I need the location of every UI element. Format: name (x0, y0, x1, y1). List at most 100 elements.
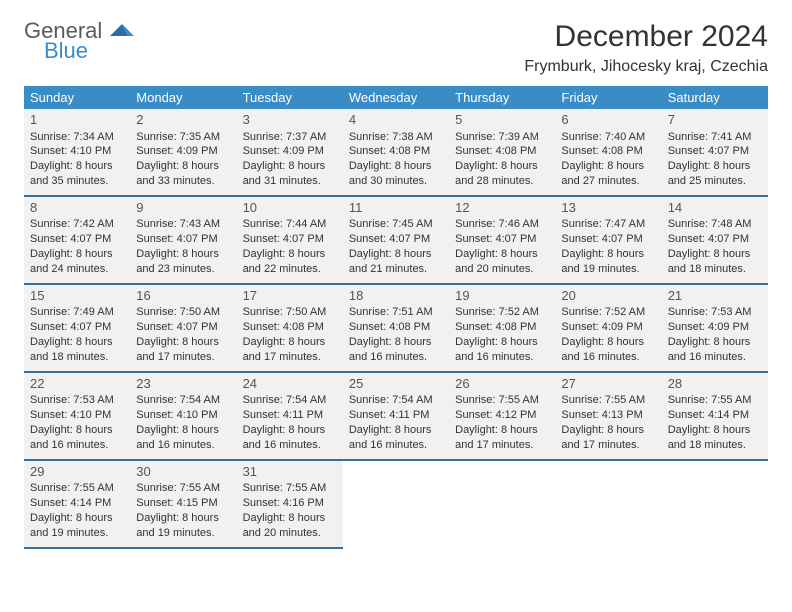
sunset-text: Sunset: 4:10 PM (30, 144, 124, 159)
sunrise-text: Sunrise: 7:55 AM (243, 481, 337, 496)
sunset-text: Sunset: 4:08 PM (561, 144, 655, 159)
sunrise-text: Sunrise: 7:52 AM (561, 305, 655, 320)
day-cell: 23Sunrise: 7:54 AMSunset: 4:10 PMDayligh… (130, 372, 236, 460)
sunset-text: Sunset: 4:07 PM (30, 320, 124, 335)
sunrise-text: Sunrise: 7:55 AM (668, 393, 762, 408)
day-number: 28 (668, 375, 762, 393)
day-cell: 27Sunrise: 7:55 AMSunset: 4:13 PMDayligh… (555, 372, 661, 460)
empty-cell (343, 460, 449, 548)
daylight-text: Daylight: 8 hours and 16 minutes. (136, 423, 230, 453)
sunset-text: Sunset: 4:07 PM (668, 144, 762, 159)
day-cell: 24Sunrise: 7:54 AMSunset: 4:11 PMDayligh… (237, 372, 343, 460)
sunset-text: Sunset: 4:10 PM (136, 408, 230, 423)
daylight-text: Daylight: 8 hours and 22 minutes. (243, 247, 337, 277)
location-text: Frymburk, Jihocesky kraj, Czechia (524, 58, 768, 76)
daylight-text: Daylight: 8 hours and 18 minutes. (30, 335, 124, 365)
weekday-header: Saturday (662, 86, 768, 109)
daylight-text: Daylight: 8 hours and 21 minutes. (349, 247, 443, 277)
calendar-table: SundayMondayTuesdayWednesdayThursdayFrid… (24, 86, 768, 549)
daylight-text: Daylight: 8 hours and 27 minutes. (561, 159, 655, 189)
daylight-text: Daylight: 8 hours and 16 minutes. (561, 335, 655, 365)
sunrise-text: Sunrise: 7:53 AM (30, 393, 124, 408)
sunset-text: Sunset: 4:08 PM (349, 320, 443, 335)
sunrise-text: Sunrise: 7:53 AM (668, 305, 762, 320)
day-cell: 16Sunrise: 7:50 AMSunset: 4:07 PMDayligh… (130, 284, 236, 372)
sunrise-text: Sunrise: 7:52 AM (455, 305, 549, 320)
day-cell: 6Sunrise: 7:40 AMSunset: 4:08 PMDaylight… (555, 109, 661, 196)
day-cell: 10Sunrise: 7:44 AMSunset: 4:07 PMDayligh… (237, 196, 343, 284)
daylight-text: Daylight: 8 hours and 17 minutes. (243, 335, 337, 365)
day-number: 14 (668, 199, 762, 217)
title-block: December 2024 Frymburk, Jihocesky kraj, … (524, 20, 768, 76)
sunrise-text: Sunrise: 7:45 AM (349, 217, 443, 232)
day-number: 12 (455, 199, 549, 217)
day-number: 5 (455, 111, 549, 129)
sunset-text: Sunset: 4:09 PM (243, 144, 337, 159)
day-number: 23 (136, 375, 230, 393)
day-cell: 28Sunrise: 7:55 AMSunset: 4:14 PMDayligh… (662, 372, 768, 460)
day-number: 30 (136, 463, 230, 481)
daylight-text: Daylight: 8 hours and 17 minutes. (455, 423, 549, 453)
day-cell: 22Sunrise: 7:53 AMSunset: 4:10 PMDayligh… (24, 372, 130, 460)
day-number: 18 (349, 287, 443, 305)
sunset-text: Sunset: 4:13 PM (561, 408, 655, 423)
sunrise-text: Sunrise: 7:38 AM (349, 130, 443, 145)
day-cell: 31Sunrise: 7:55 AMSunset: 4:16 PMDayligh… (237, 460, 343, 548)
day-number: 15 (30, 287, 124, 305)
daylight-text: Daylight: 8 hours and 17 minutes. (136, 335, 230, 365)
weekday-header: Tuesday (237, 86, 343, 109)
weekday-header: Friday (555, 86, 661, 109)
sunset-text: Sunset: 4:14 PM (668, 408, 762, 423)
sunrise-text: Sunrise: 7:39 AM (455, 130, 549, 145)
sunset-text: Sunset: 4:15 PM (136, 496, 230, 511)
day-cell: 13Sunrise: 7:47 AMSunset: 4:07 PMDayligh… (555, 196, 661, 284)
sunrise-text: Sunrise: 7:43 AM (136, 217, 230, 232)
day-cell: 11Sunrise: 7:45 AMSunset: 4:07 PMDayligh… (343, 196, 449, 284)
daylight-text: Daylight: 8 hours and 23 minutes. (136, 247, 230, 277)
daylight-text: Daylight: 8 hours and 16 minutes. (243, 423, 337, 453)
daylight-text: Daylight: 8 hours and 19 minutes. (30, 511, 124, 541)
calendar-row: 8Sunrise: 7:42 AMSunset: 4:07 PMDaylight… (24, 196, 768, 284)
sunrise-text: Sunrise: 7:54 AM (243, 393, 337, 408)
sunrise-text: Sunrise: 7:50 AM (136, 305, 230, 320)
sunrise-text: Sunrise: 7:47 AM (561, 217, 655, 232)
sunset-text: Sunset: 4:08 PM (243, 320, 337, 335)
sunset-text: Sunset: 4:08 PM (455, 144, 549, 159)
daylight-text: Daylight: 8 hours and 19 minutes. (561, 247, 655, 277)
brand-arrow-icon (110, 22, 134, 38)
day-cell: 4Sunrise: 7:38 AMSunset: 4:08 PMDaylight… (343, 109, 449, 196)
sunrise-text: Sunrise: 7:40 AM (561, 130, 655, 145)
sunset-text: Sunset: 4:07 PM (30, 232, 124, 247)
daylight-text: Daylight: 8 hours and 16 minutes. (30, 423, 124, 453)
day-number: 1 (30, 111, 124, 129)
sunrise-text: Sunrise: 7:49 AM (30, 305, 124, 320)
day-cell: 20Sunrise: 7:52 AMSunset: 4:09 PMDayligh… (555, 284, 661, 372)
sunset-text: Sunset: 4:07 PM (136, 320, 230, 335)
day-number: 17 (243, 287, 337, 305)
sunset-text: Sunset: 4:09 PM (561, 320, 655, 335)
day-cell: 26Sunrise: 7:55 AMSunset: 4:12 PMDayligh… (449, 372, 555, 460)
calendar-row: 22Sunrise: 7:53 AMSunset: 4:10 PMDayligh… (24, 372, 768, 460)
sunrise-text: Sunrise: 7:46 AM (455, 217, 549, 232)
day-cell: 21Sunrise: 7:53 AMSunset: 4:09 PMDayligh… (662, 284, 768, 372)
daylight-text: Daylight: 8 hours and 31 minutes. (243, 159, 337, 189)
sunrise-text: Sunrise: 7:51 AM (349, 305, 443, 320)
empty-cell (449, 460, 555, 548)
day-number: 9 (136, 199, 230, 217)
sunset-text: Sunset: 4:07 PM (349, 232, 443, 247)
calendar-body: 1Sunrise: 7:34 AMSunset: 4:10 PMDaylight… (24, 109, 768, 548)
day-number: 2 (136, 111, 230, 129)
sunrise-text: Sunrise: 7:55 AM (561, 393, 655, 408)
day-cell: 30Sunrise: 7:55 AMSunset: 4:15 PMDayligh… (130, 460, 236, 548)
daylight-text: Daylight: 8 hours and 25 minutes. (668, 159, 762, 189)
day-number: 16 (136, 287, 230, 305)
weekday-header: Sunday (24, 86, 130, 109)
day-cell: 25Sunrise: 7:54 AMSunset: 4:11 PMDayligh… (343, 372, 449, 460)
brand-logo: General Blue (24, 20, 134, 62)
day-number: 19 (455, 287, 549, 305)
daylight-text: Daylight: 8 hours and 19 minutes. (136, 511, 230, 541)
day-cell: 18Sunrise: 7:51 AMSunset: 4:08 PMDayligh… (343, 284, 449, 372)
day-number: 7 (668, 111, 762, 129)
sunset-text: Sunset: 4:08 PM (455, 320, 549, 335)
day-number: 25 (349, 375, 443, 393)
